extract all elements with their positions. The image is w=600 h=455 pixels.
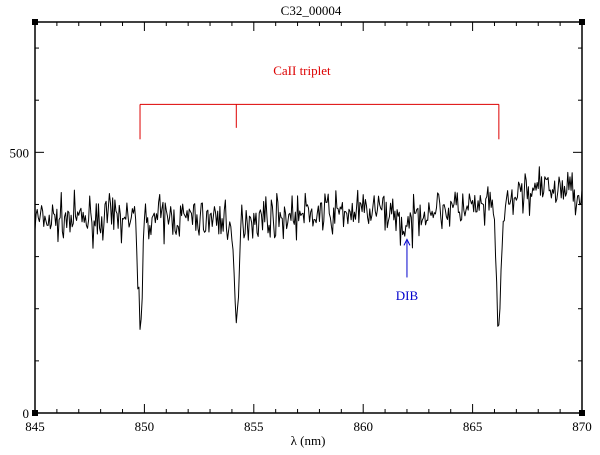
axes: 845 850 855 860 865 870 0 500 <box>10 22 592 434</box>
dib-label: DIB <box>396 288 419 303</box>
x-axis-label: λ (nm) <box>291 433 326 448</box>
plot-frame <box>34 21 583 414</box>
x-tick-label: 865 <box>463 419 483 434</box>
data-series <box>34 166 583 330</box>
x-tick-label: 850 <box>135 419 155 434</box>
y-tick-label: 0 <box>23 406 30 421</box>
y-tick-label: 500 <box>10 145 30 160</box>
dib-arrow-head <box>403 238 411 246</box>
annotations: CaII triplet DIB <box>139 63 500 303</box>
spectrum-line <box>34 166 583 330</box>
caii-triplet-label: CaII triplet <box>273 63 331 78</box>
x-tick-label: 860 <box>353 419 373 434</box>
x-tick-label: 845 <box>25 419 45 434</box>
chart-title: C32_00004 <box>281 3 342 18</box>
x-tick-label: 855 <box>244 419 264 434</box>
x-tick-label: 870 <box>572 419 592 434</box>
